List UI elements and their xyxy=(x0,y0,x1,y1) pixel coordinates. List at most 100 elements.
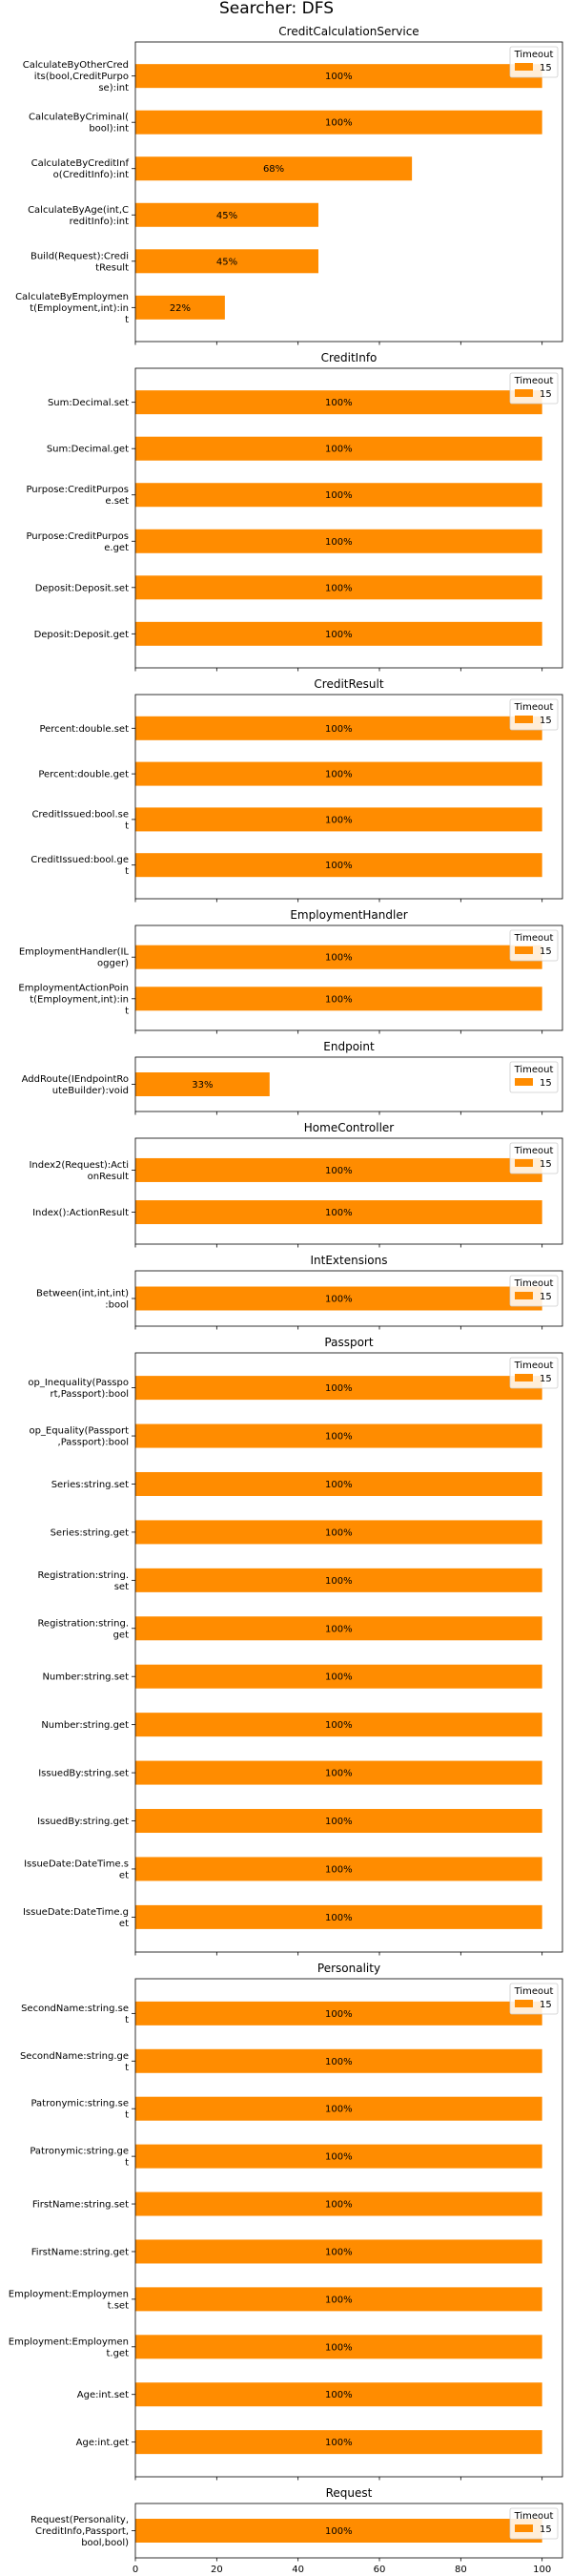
y-tick-label: Series:string.get xyxy=(51,1527,130,1538)
legend-title: Timeout xyxy=(514,50,554,60)
bar xyxy=(135,575,542,600)
y-tick-label-line: onResult xyxy=(88,1172,129,1182)
y-tick-label-line: t xyxy=(125,2158,129,2169)
y-tick-label-line: Percent:double.get xyxy=(38,770,129,780)
y-tick-label-line: t xyxy=(125,1006,129,1016)
panel-title: CreditCalculationService xyxy=(278,25,419,38)
y-tick-label: Age:int.get xyxy=(76,2438,129,2448)
y-tick-label: CalculateByOtherCred its(bool,CreditPurpo… xyxy=(23,60,129,93)
y-tick-label-line: Request(Personality, xyxy=(31,2515,129,2525)
y-tick-label: CalculateByCriminal(bool):int xyxy=(29,113,129,135)
bar xyxy=(135,853,542,878)
y-tick-label-line: o(CreditInfo):int xyxy=(53,170,129,180)
y-tick-label-line: Number:string.set xyxy=(42,1672,129,1683)
panel-title: Passport xyxy=(324,1336,373,1349)
y-tick-label-line: t xyxy=(125,2063,129,2073)
x-tick-label: 40 xyxy=(292,2565,304,2575)
axes-frame xyxy=(134,1056,563,1112)
axes-frame xyxy=(134,367,563,669)
y-tick-label: SecondName:string.ge t xyxy=(20,2051,129,2073)
legend-swatch xyxy=(515,946,533,954)
bar-value-label: 68% xyxy=(263,164,284,175)
bar-value-label: 100% xyxy=(325,815,353,825)
y-tick-label-line: e.get xyxy=(104,543,129,553)
axes-frame xyxy=(134,694,563,900)
y-tick-label-line: Deposit:Deposit.set xyxy=(35,583,129,593)
y-tick-label-line: e.set xyxy=(105,496,129,507)
bar-value-label: 100% xyxy=(325,630,353,640)
legend-entry: 15 xyxy=(540,1292,552,1302)
y-tick-label-line: IssuedBy:string.set xyxy=(38,1769,129,1779)
bar xyxy=(135,2382,542,2407)
y-tick-label: Percent:double.get xyxy=(38,770,129,780)
bar-value-label: 100% xyxy=(325,118,353,129)
bar xyxy=(135,2519,542,2543)
y-tick-label: CalculateByEmploymen t(Employment,int):in… xyxy=(15,292,129,325)
y-tick-label: FirstName:string.get xyxy=(31,2247,129,2257)
bar xyxy=(135,2096,542,2121)
x-tick-label: 60 xyxy=(374,2565,386,2575)
bar xyxy=(135,1376,542,1401)
bar xyxy=(135,2287,542,2312)
y-tick-label: Sum:Decimal.get xyxy=(47,445,129,455)
y-tick-label-line: et xyxy=(119,1870,129,1880)
bar xyxy=(135,1904,542,1929)
y-tick-label: Age:int.set xyxy=(77,2390,129,2400)
bar-value-label: 100% xyxy=(325,1817,353,1827)
legend-swatch xyxy=(515,716,533,723)
bar xyxy=(135,1200,542,1225)
y-tick-label-line: t xyxy=(125,2110,129,2121)
y-tick-label: CreditIssued:bool.ge t xyxy=(31,855,129,877)
y-tick-label-line: Number:string.get xyxy=(41,1720,129,1731)
y-tick-label-line: SecondName:string.ge xyxy=(20,2051,129,2062)
legend-title: Timeout xyxy=(514,933,554,944)
y-tick-label-line: CalculateByOtherCred xyxy=(23,60,129,71)
panel-title: CreditResult xyxy=(314,677,383,691)
bar-value-label: 100% xyxy=(325,398,353,408)
bar-value-label: 100% xyxy=(325,2105,353,2115)
y-tick-label: Patronymic:string.ge t xyxy=(30,2147,129,2169)
x-tick-label: 80 xyxy=(455,2565,467,2575)
legend-title: Timeout xyxy=(514,1986,554,1997)
y-tick-label-line: Employment:Employmen xyxy=(9,2337,129,2347)
legend-swatch xyxy=(515,1292,533,1299)
y-tick-label: IssueDate:DateTime.s et xyxy=(24,1859,129,1880)
bar-value-label: 100% xyxy=(325,2009,353,2020)
y-tick-label-line: Sum:Decimal.get xyxy=(47,445,129,455)
y-tick-label: CreditIssued:bool.se t xyxy=(31,809,129,831)
bar-value-label: 100% xyxy=(325,2390,353,2400)
legend-entry: 15 xyxy=(540,946,552,957)
bar xyxy=(135,1760,542,1785)
bar xyxy=(135,1568,542,1592)
y-tick-label-line: CalculateByEmploymen xyxy=(15,292,129,302)
y-tick-label-line: EmploymentHandler(IL xyxy=(19,947,130,958)
y-tick-label: Percent:double.set xyxy=(39,724,129,735)
bar-value-label: 100% xyxy=(325,1208,353,1218)
y-tick-label-line: Between(int,int,int) xyxy=(36,1289,129,1299)
legend-entry: 15 xyxy=(540,389,552,400)
y-tick-label: Patronymic:string.se t xyxy=(31,2099,129,2121)
legend-swatch xyxy=(515,389,533,397)
y-tick-label: CalculateByAge(int,C reditInfo):int xyxy=(28,205,129,227)
y-tick-label-line: CalculateByCriminal( xyxy=(29,113,129,123)
y-tick-label-line: op_Inequality(Passpo xyxy=(28,1378,129,1388)
bar xyxy=(135,110,542,135)
bar xyxy=(135,1713,542,1737)
y-tick-label-line: Percent:double.set xyxy=(39,724,129,735)
bar xyxy=(135,945,542,969)
y-tick-label-line: Employment:Employmen xyxy=(9,2289,129,2299)
legend-title: Timeout xyxy=(514,1278,554,1289)
bar-value-label: 100% xyxy=(325,1576,353,1587)
y-tick-label-line: CalculateByCreditInf xyxy=(31,158,130,169)
x-tick-label: 20 xyxy=(211,2565,223,2575)
legend-entry: 15 xyxy=(540,2000,552,2010)
bar xyxy=(135,436,542,461)
y-tick-label: EmploymentActionPoin t(Employment,int):in… xyxy=(18,983,129,1016)
y-tick-label-line: FirstName:string.set xyxy=(32,2200,129,2211)
axes-frame xyxy=(134,1352,563,1953)
y-tick-label-line: reditInfo):int xyxy=(70,217,129,227)
y-tick-label: Purpose:CreditPurpos e.set xyxy=(26,485,129,507)
bar xyxy=(135,1857,542,1881)
legend-swatch xyxy=(515,63,533,71)
